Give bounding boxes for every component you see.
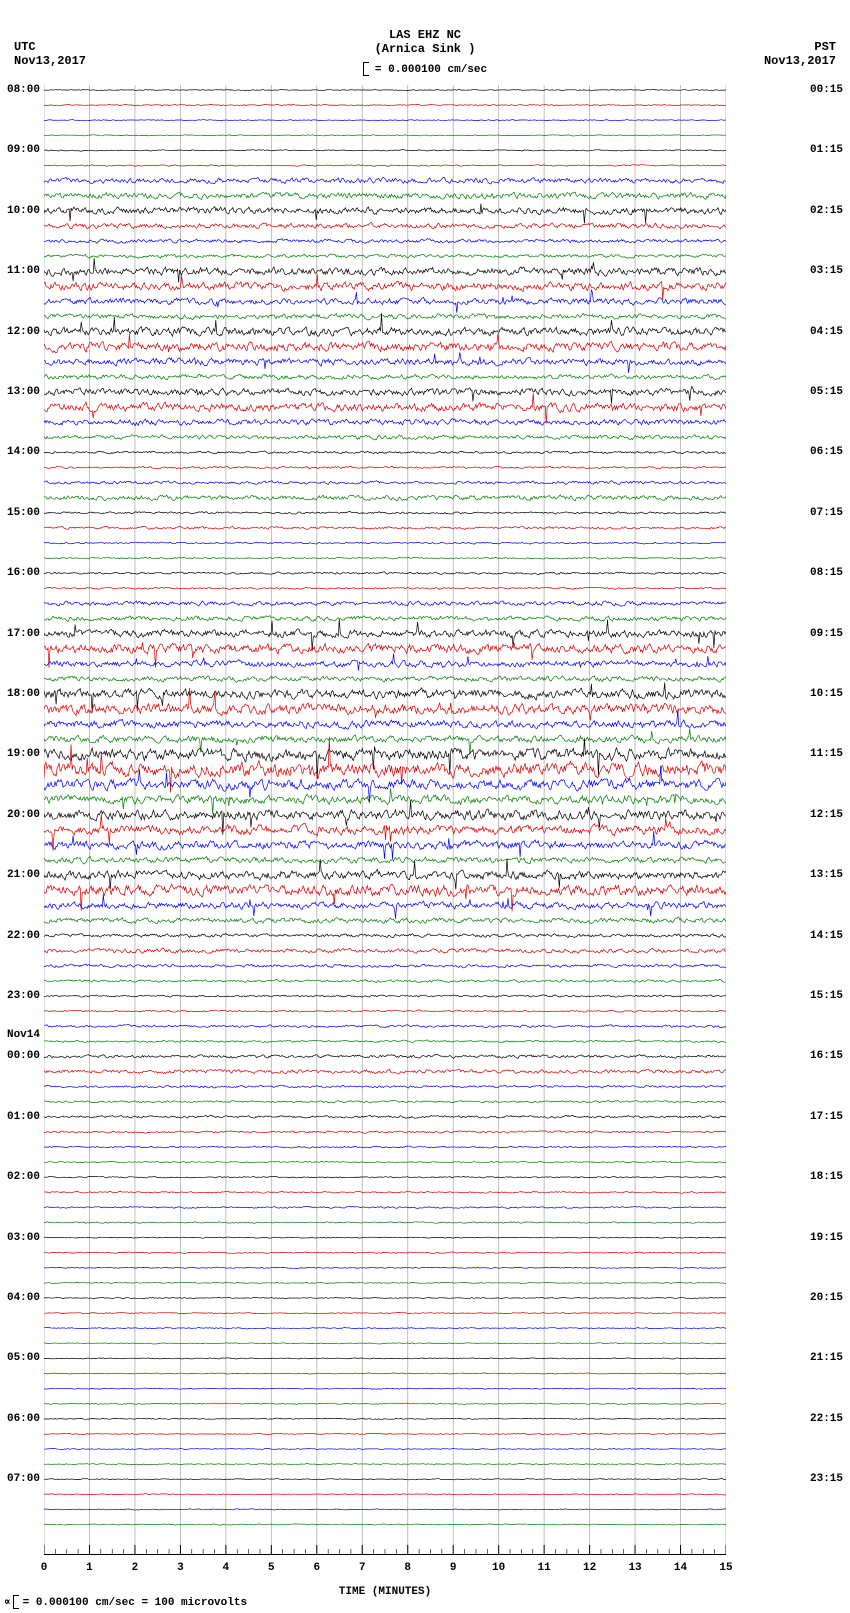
pst-hour-label: 16:15 — [810, 1050, 843, 1062]
footer-prefix: ∝ — [4, 1597, 11, 1609]
x-tick-label: 1 — [86, 1562, 93, 1574]
pst-hour-label: 15:15 — [810, 990, 843, 1002]
pst-hour-label: 06:15 — [810, 446, 843, 458]
pst-hour-label: 04:15 — [810, 326, 843, 338]
tz-right-name: PST — [764, 40, 836, 54]
utc-hour-label: 03:00 — [7, 1232, 40, 1244]
x-tick-label: 8 — [404, 1562, 411, 1574]
utc-hour-label: 21:00 — [7, 869, 40, 881]
x-tick-label: 13 — [628, 1562, 641, 1574]
utc-hour-label: 14:00 — [7, 446, 40, 458]
utc-hour-label: Nov14 — [7, 1029, 40, 1041]
station-location: (Arnica Sink ) — [0, 42, 850, 56]
pst-hour-label: 11:15 — [810, 748, 843, 760]
footer-scale: ∝ = 0.000100 cm/sec = 100 microvolts — [4, 1595, 247, 1609]
utc-hour-label: 07:00 — [7, 1473, 40, 1485]
x-tick-label: 7 — [359, 1562, 366, 1574]
utc-hour-label: 00:00 — [7, 1050, 40, 1062]
utc-hour-label: 09:00 — [7, 144, 40, 156]
x-tick-label: 0 — [41, 1562, 48, 1574]
pst-hour-label: 08:15 — [810, 567, 843, 579]
pst-hour-label: 21:15 — [810, 1352, 843, 1364]
scale-bar-icon — [13, 1595, 19, 1609]
x-tick-label: 4 — [223, 1562, 230, 1574]
pst-hour-label: 12:15 — [810, 809, 843, 821]
utc-hour-label: 13:00 — [7, 386, 40, 398]
tz-right-date: Nov13,2017 — [764, 54, 836, 68]
pst-hour-label: 23:15 — [810, 1473, 843, 1485]
footer-text: = 0.000100 cm/sec = 100 microvolts — [23, 1597, 247, 1609]
tz-left-date: Nov13,2017 — [14, 54, 86, 68]
utc-hour-label: 01:00 — [7, 1111, 40, 1123]
x-axis-ticks: 0123456789101112131415 — [44, 1558, 726, 1586]
utc-hour-label: 12:00 — [7, 326, 40, 338]
pst-hour-label: 18:15 — [810, 1171, 843, 1183]
x-tick-label: 9 — [450, 1562, 457, 1574]
utc-hour-label: 04:00 — [7, 1292, 40, 1304]
scale-indicator: = 0.000100 cm/sec — [0, 62, 850, 76]
utc-hour-label: 11:00 — [7, 265, 40, 277]
pst-hour-label: 13:15 — [810, 869, 843, 881]
utc-hour-label: 10:00 — [7, 205, 40, 217]
x-tick-label: 5 — [268, 1562, 275, 1574]
utc-hour-label: 23:00 — [7, 990, 40, 1002]
pst-hour-label: 03:15 — [810, 265, 843, 277]
scale-bar-icon — [363, 62, 369, 76]
tz-left: UTC Nov13,2017 — [14, 40, 86, 68]
x-tick-label: 11 — [538, 1562, 551, 1574]
pst-hour-label: 09:15 — [810, 628, 843, 640]
pst-hour-label: 00:15 — [810, 84, 843, 96]
x-tick-label: 12 — [583, 1562, 596, 1574]
pst-hour-label: 07:15 — [810, 507, 843, 519]
utc-hour-label: 15:00 — [7, 507, 40, 519]
x-tick-label: 6 — [313, 1562, 320, 1574]
tz-left-name: UTC — [14, 40, 86, 54]
scale-label: = 0.000100 cm/sec — [375, 64, 487, 76]
utc-hour-label: 16:00 — [7, 567, 40, 579]
pst-hour-label: 02:15 — [810, 205, 843, 217]
utc-hour-label: 20:00 — [7, 809, 40, 821]
pst-hour-label: 01:15 — [810, 144, 843, 156]
utc-hour-label: 19:00 — [7, 748, 40, 760]
x-tick-label: 10 — [492, 1562, 505, 1574]
utc-hour-label: 17:00 — [7, 628, 40, 640]
pst-hour-label: 17:15 — [810, 1111, 843, 1123]
utc-hour-label: 06:00 — [7, 1413, 40, 1425]
pst-hour-label: 20:15 — [810, 1292, 843, 1304]
x-axis: 0123456789101112131415 TIME (MINUTES) — [44, 1558, 726, 1598]
utc-hour-label: 08:00 — [7, 84, 40, 96]
station-code: LAS EHZ NC — [0, 28, 850, 42]
pst-hour-label: 10:15 — [810, 688, 843, 700]
pst-hour-labels: 00:15 01:15 02:15 03:15 04:15 05:15 06:15 07:15… — [808, 85, 850, 1555]
x-tick-label: 15 — [719, 1562, 732, 1574]
x-tick-label: 2 — [132, 1562, 139, 1574]
pst-hour-label: 14:15 — [810, 930, 843, 942]
utc-hour-label: 22:00 — [7, 930, 40, 942]
x-tick-label: 14 — [674, 1562, 687, 1574]
utc-hour-label: 05:00 — [7, 1352, 40, 1364]
tz-right: PST Nov13,2017 — [764, 40, 836, 68]
pst-hour-label: 22:15 — [810, 1413, 843, 1425]
pst-hour-label: 05:15 — [810, 386, 843, 398]
helicorder-plot — [44, 85, 726, 1555]
utc-hour-label: 02:00 — [7, 1171, 40, 1183]
utc-hour-label: 18:00 — [7, 688, 40, 700]
utc-hour-labels: 08:00 09:00 10:00 11:00 12:00 13:00 14:00 15:00… — [0, 85, 42, 1555]
chart-header: LAS EHZ NC (Arnica Sink ) — [0, 28, 850, 56]
x-tick-label: 3 — [177, 1562, 184, 1574]
pst-hour-label: 19:15 — [810, 1232, 843, 1244]
